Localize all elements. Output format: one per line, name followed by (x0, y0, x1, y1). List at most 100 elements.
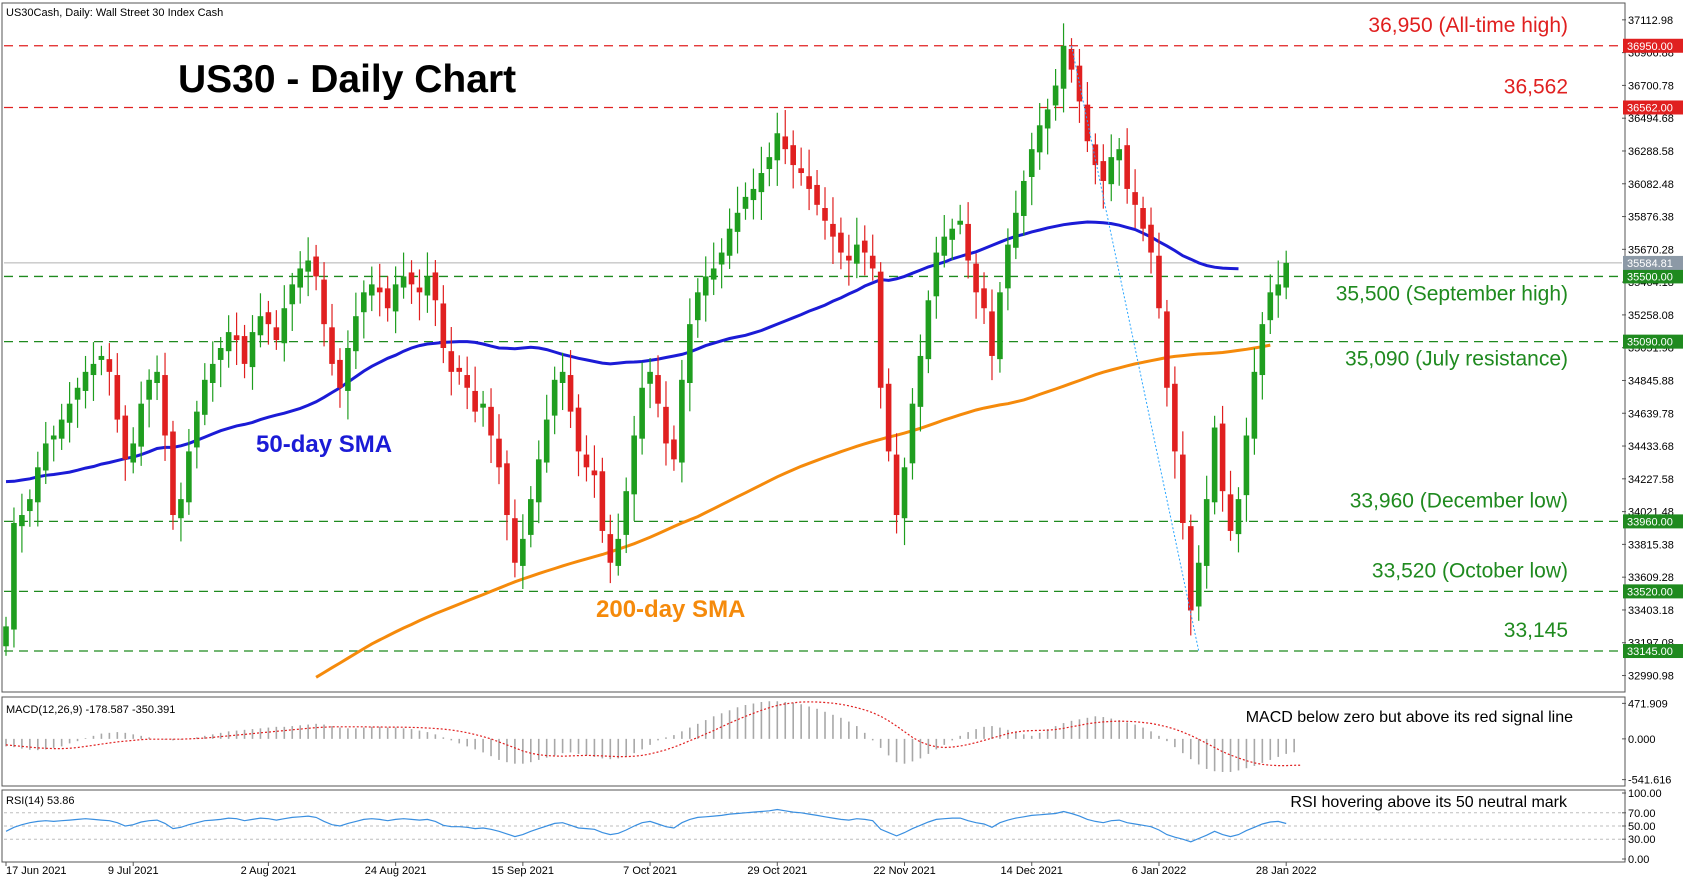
candle-body-29 (233, 335, 240, 341)
candle-body-138 (1100, 161, 1107, 181)
candle-body-53 (424, 276, 431, 296)
candle-body-123 (981, 288, 987, 309)
candle-body-60 (480, 403, 486, 408)
candle-body-90 (718, 252, 725, 265)
price-tag-1 (1623, 100, 1683, 115)
x-tick-label-5: 7 Oct 2021 (623, 865, 677, 877)
candle-body-141 (1124, 145, 1130, 189)
price-tag-0 (1623, 38, 1683, 53)
candle-body-126 (1005, 244, 1011, 289)
candle-body-11 (90, 363, 97, 376)
candle-body-149 (1187, 526, 1194, 611)
candle-body-115 (917, 355, 924, 407)
candle-body-48 (384, 288, 391, 309)
candle-body-9 (74, 387, 81, 400)
candle-body-24 (194, 411, 200, 448)
candle-body-95 (758, 173, 765, 193)
level-label-0: 36,950 (All-time high) (1368, 14, 1568, 37)
candle-body-31 (249, 332, 256, 368)
candle-body-59 (472, 390, 478, 412)
macd-panel-frame (1, 696, 1626, 787)
candle-body-92 (734, 212, 741, 232)
candle-body-74 (591, 470, 598, 476)
current-price-tag-label: 35584.81 (1627, 258, 1673, 270)
y-tick-label-16: 33815.38 (1628, 539, 1674, 551)
candle-body-30 (241, 336, 248, 364)
candle-body-12 (98, 355, 105, 360)
candle-body-121 (965, 223, 971, 261)
symbol-info: US30Cash, Daily: Wall Street 30 Index Ca… (6, 7, 223, 19)
candle-body-69 (551, 379, 558, 416)
candle-body-124 (989, 311, 995, 356)
candle-body-137 (1092, 144, 1099, 166)
candle-body-135 (1076, 65, 1083, 102)
macd-tick-label-1: 0.000 (1628, 734, 1656, 746)
candle-body-57 (456, 367, 463, 372)
rsi-tick-label-4: 0.00 (1628, 854, 1649, 866)
candle-body-70 (559, 371, 566, 383)
macd-signal-line (5, 701, 1303, 767)
rsi-annotation: RSI hovering above its 50 neutral mark (1290, 794, 1568, 811)
level-label-5: 33,520 (October low) (1372, 559, 1568, 582)
x-tick-label-7: 22 Nov 2021 (873, 865, 935, 877)
current-price-tag (1623, 255, 1683, 270)
candle-body-6 (50, 435, 57, 440)
candle-body-113 (901, 467, 908, 519)
candle-body-145 (1156, 255, 1162, 309)
candle-body-65 (520, 538, 526, 566)
sma50-label: 50-day SMA (256, 431, 392, 458)
candle-body-0 (3, 626, 9, 647)
candle-body-107 (854, 244, 860, 264)
y-tick-label-20: 32990.98 (1628, 671, 1674, 683)
candle-body-153 (1219, 423, 1226, 492)
price-tag-6 (1623, 644, 1683, 659)
y-tick-label-17: 33609.28 (1628, 572, 1674, 584)
candle-body-120 (957, 220, 963, 225)
candle-body-129 (1028, 149, 1035, 177)
candle-body-102 (814, 184, 820, 205)
candle-body-97 (774, 133, 781, 161)
price-tag-label-2: 35500.00 (1627, 271, 1673, 283)
x-tick-label-6: 29 Oct 2021 (747, 865, 807, 877)
candle-body-79 (631, 435, 637, 495)
rsi-line (5, 808, 1287, 843)
candle-body-1 (11, 522, 17, 630)
trend-line (1071, 45, 1200, 652)
candle-body-151 (1203, 499, 1210, 566)
candle-body-132 (1052, 85, 1059, 106)
candle-body-66 (528, 499, 534, 535)
candle-body-161 (1283, 262, 1289, 288)
candle-body-98 (782, 136, 789, 150)
x-tick-label-1: 9 Jul 2021 (108, 865, 159, 877)
candle-body-64 (512, 518, 518, 563)
candle-body-14 (114, 375, 121, 420)
candle-body-80 (639, 387, 645, 439)
candle-body-35 (281, 308, 288, 344)
candle-body-47 (376, 287, 383, 293)
candle-body-19 (154, 371, 160, 383)
price-tag-4 (1623, 514, 1683, 529)
y-tick-label-12: 34639.78 (1628, 408, 1674, 420)
candle-body-155 (1235, 499, 1242, 535)
macd-tick-label-2: -541.616 (1628, 775, 1671, 787)
candle-body-83 (663, 406, 669, 444)
candle-body-101 (806, 176, 812, 189)
candle-body-58 (464, 375, 470, 388)
candle-body-45 (361, 292, 367, 313)
candle-body-143 (1140, 208, 1146, 229)
candle-body-72 (575, 407, 582, 452)
candle-body-17 (138, 403, 144, 447)
candle-body-114 (909, 403, 916, 464)
candle-body-51 (408, 272, 415, 285)
x-tick-label-4: 15 Sep 2021 (492, 865, 554, 877)
candle-body-36 (289, 284, 296, 305)
candle-body-39 (313, 256, 319, 277)
candle-body-61 (488, 406, 494, 436)
price-tag-label-5: 33520.00 (1627, 586, 1673, 598)
candle-body-111 (885, 383, 892, 452)
candle-body-127 (1013, 212, 1019, 248)
candle-body-71 (567, 375, 574, 412)
candle-body-110 (877, 271, 884, 388)
price-tag-label-3: 35090.00 (1627, 337, 1673, 349)
